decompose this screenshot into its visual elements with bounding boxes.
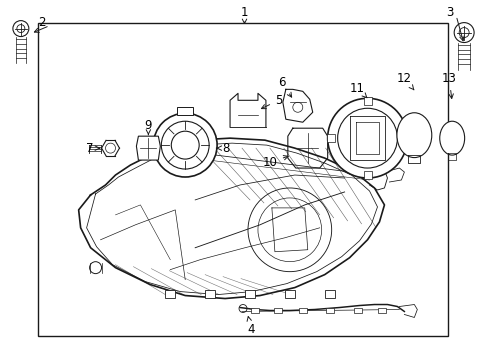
Text: 6: 6 [277,76,291,97]
Bar [38,23,447,336]
Text: 12: 12 [396,72,413,90]
Bar [378,307,386,314]
Ellipse shape [396,113,431,158]
Bar [325,307,333,314]
Text: 3: 3 [446,6,453,19]
Bar [353,307,361,314]
Text: 1: 1 [240,6,248,23]
Circle shape [327,98,407,178]
Bar [363,97,371,105]
Circle shape [153,113,217,177]
Text: 5: 5 [261,94,282,109]
Bar [324,289,334,298]
Text: 2: 2 [38,16,45,29]
Bar [177,107,193,115]
Text: 8: 8 [216,141,229,155]
Bar [298,307,306,314]
Polygon shape [136,136,160,160]
Text: 9: 9 [144,119,152,135]
Bar [165,289,175,298]
Ellipse shape [439,121,464,155]
Bar [363,171,371,179]
Bar [273,307,281,314]
Bar [205,289,215,298]
Bar [244,289,254,298]
Text: 11: 11 [349,82,366,98]
Text: 10: 10 [263,156,287,168]
Bar [250,307,259,314]
Bar [400,134,407,142]
Bar [326,134,334,142]
Bar [285,289,294,298]
Text: 7: 7 [86,141,100,155]
Text: 13: 13 [441,72,456,99]
Text: 4: 4 [246,316,254,336]
